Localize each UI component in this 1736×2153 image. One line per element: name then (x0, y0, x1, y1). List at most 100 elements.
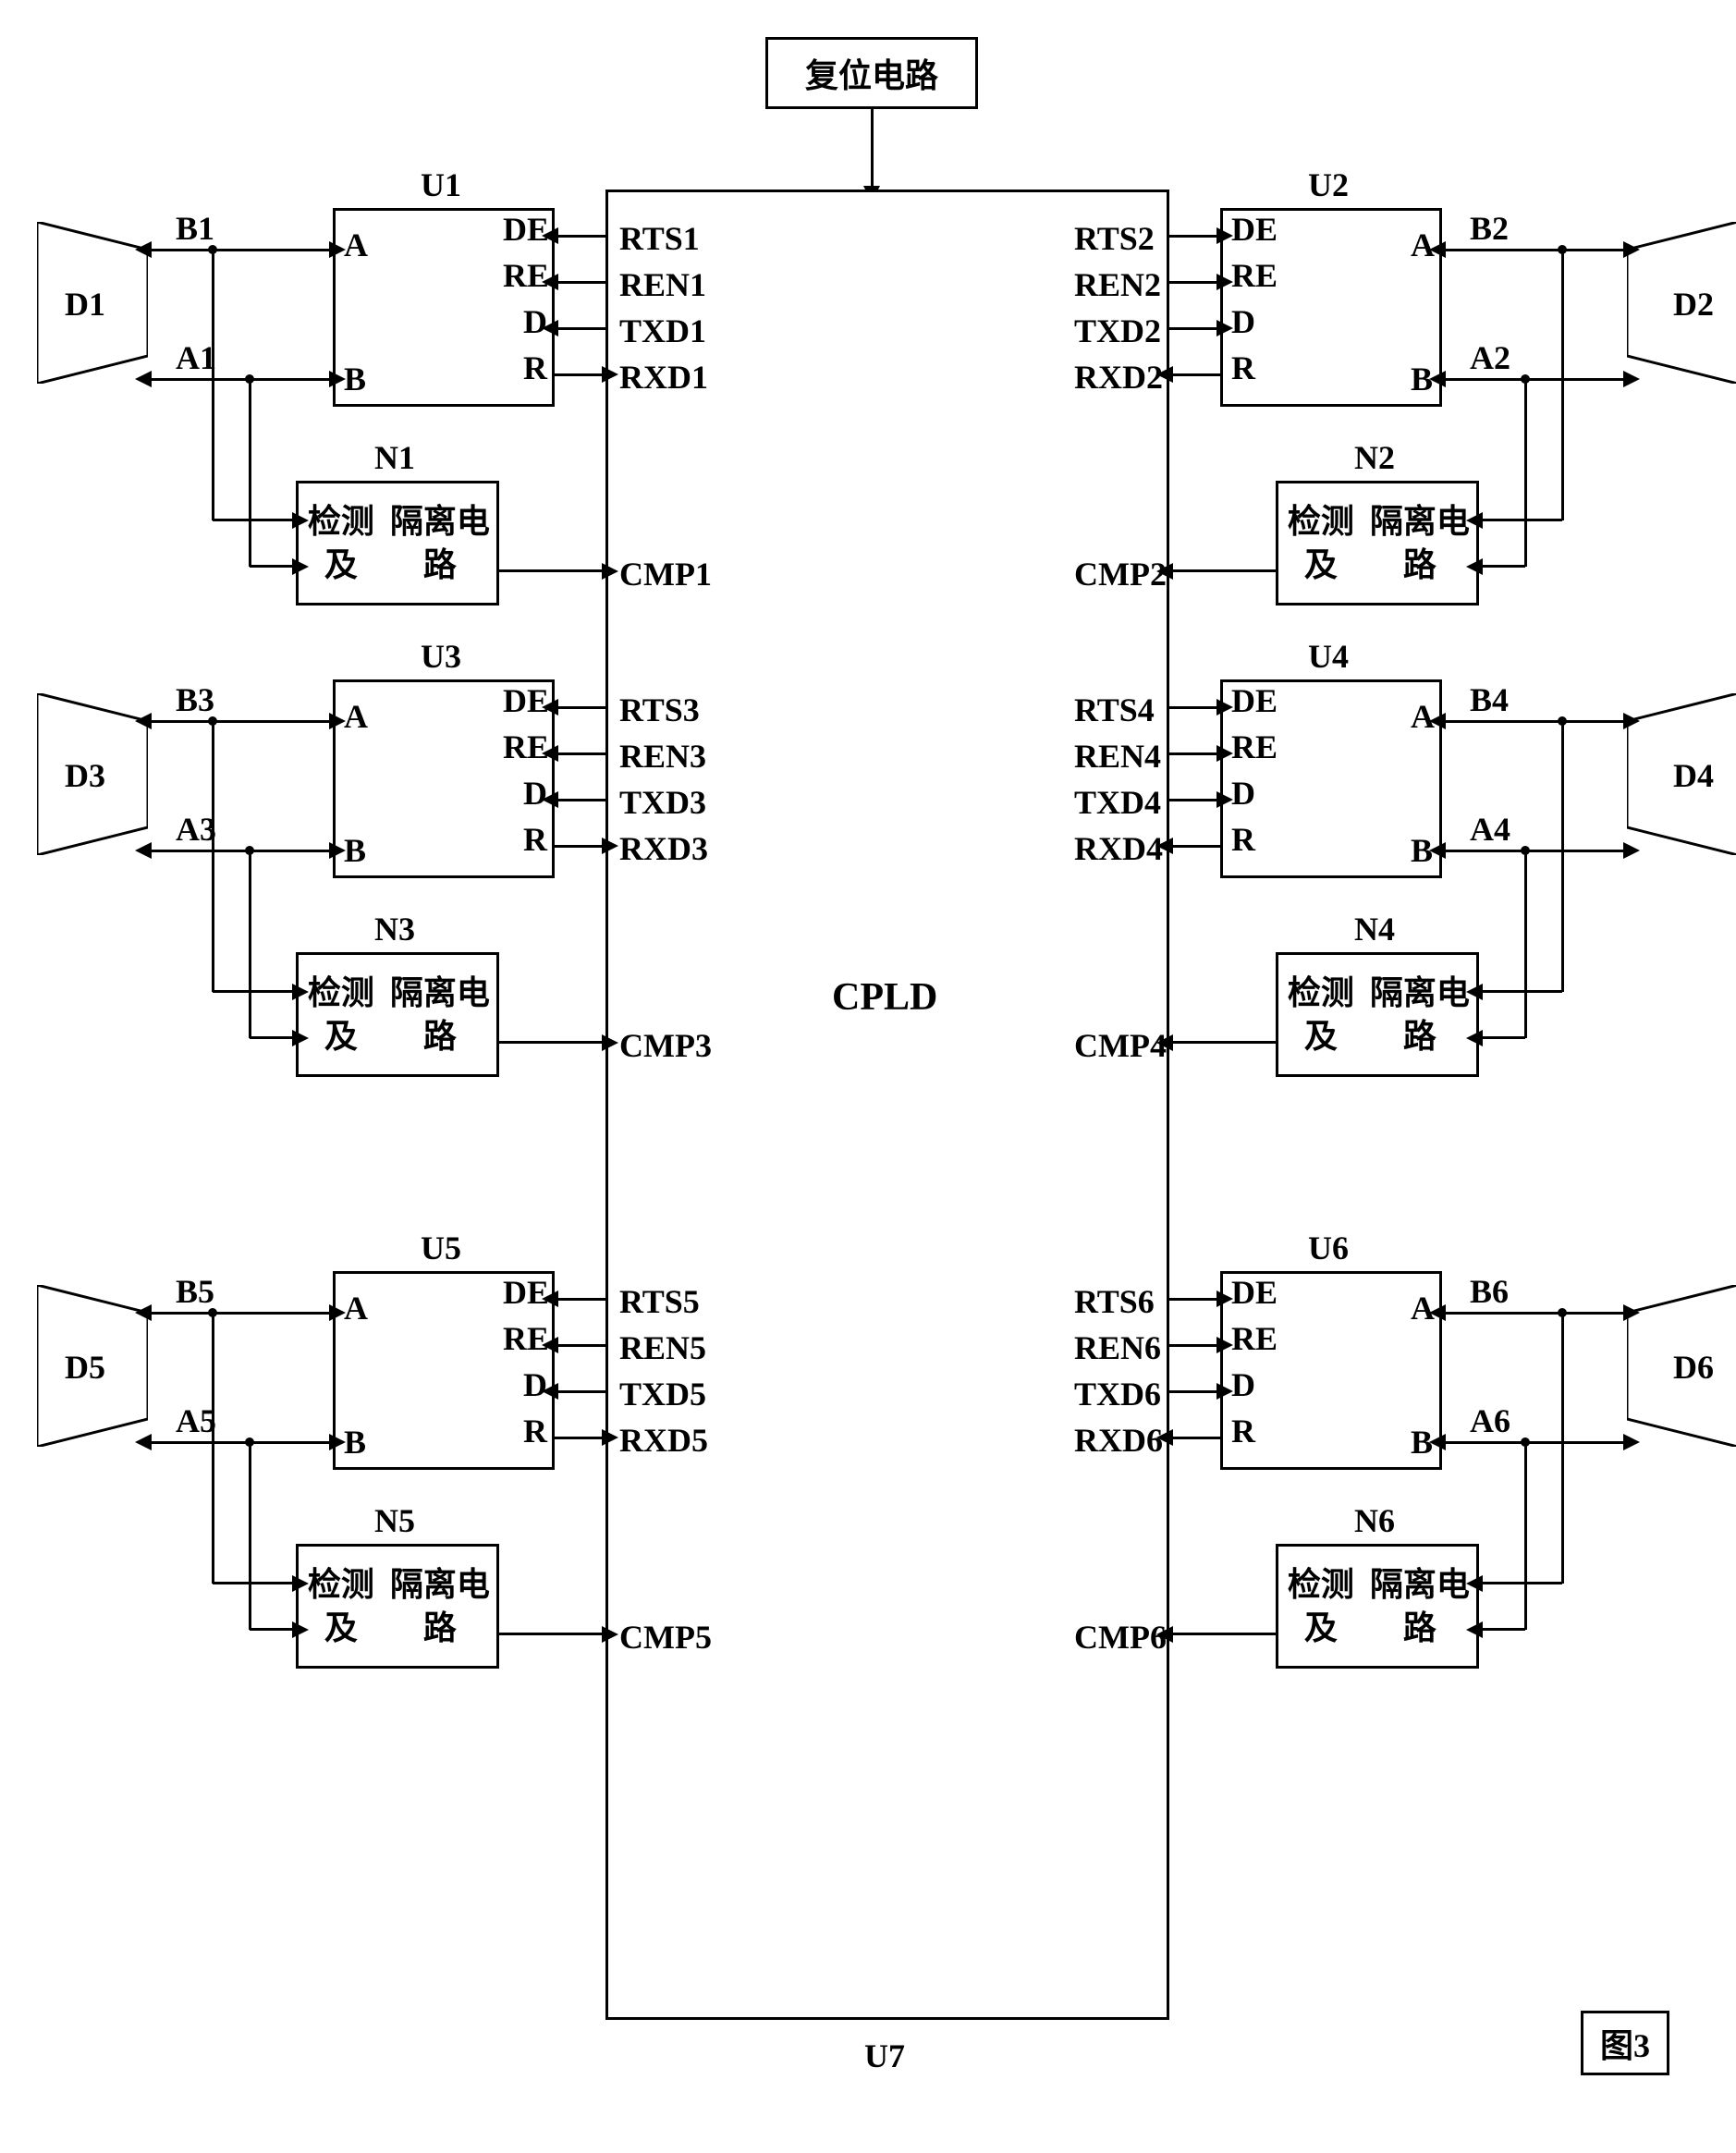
u-ref-6: U6 (1308, 1229, 1349, 1267)
n-ref-4: N4 (1354, 910, 1395, 948)
u4-pin-RE: RE (1231, 728, 1278, 766)
detect-n5: 检测及隔离电路 (296, 1544, 499, 1669)
cpld-pin-RXD3: RXD3 (619, 829, 708, 868)
u3-pin-B: B (344, 831, 366, 870)
detect-n6: 检测及隔离电路 (1276, 1544, 1479, 1669)
cpld-pin-TXD4: TXD4 (1074, 783, 1161, 822)
u-ref-5: U5 (421, 1229, 461, 1267)
b-label-6: B6 (1470, 1272, 1509, 1311)
u2-pin-D: D (1231, 302, 1255, 341)
detect-n1: 检测及隔离电路 (296, 481, 499, 606)
a-label-4: A4 (1470, 810, 1510, 849)
cpld-pin-CMP6: CMP6 (1074, 1618, 1167, 1657)
d-ref-4: D4 (1673, 756, 1714, 795)
u5-pin-R: R (523, 1412, 547, 1450)
u-ref-3: U3 (421, 637, 461, 676)
b-label-4: B4 (1470, 680, 1509, 719)
cpld-pin-REN6: REN6 (1074, 1328, 1161, 1367)
u6-pin-R: R (1231, 1412, 1255, 1450)
u5-pin-RE: RE (503, 1319, 549, 1358)
detect-n4: 检测及隔离电路 (1276, 952, 1479, 1077)
a-label-1: A1 (176, 338, 216, 377)
u-ref-2: U2 (1308, 165, 1349, 204)
a-label-5: A5 (176, 1401, 216, 1440)
cpld-pin-REN1: REN1 (619, 265, 706, 304)
cpld-pin-RTS4: RTS4 (1074, 691, 1155, 729)
u6-pin-RE: RE (1231, 1319, 1278, 1358)
a-label-3: A3 (176, 810, 216, 849)
b-label-5: B5 (176, 1272, 214, 1311)
figure-label: 图3 (1581, 2011, 1669, 2075)
cpld-label: CPLD (832, 975, 937, 1020)
u1-pin-D: D (523, 302, 547, 341)
u4-pin-A: A (1411, 697, 1435, 736)
u4-pin-R: R (1231, 820, 1255, 859)
u3-pin-DE: DE (503, 681, 549, 720)
a-label-2: A2 (1470, 338, 1510, 377)
n-ref-1: N1 (374, 438, 415, 477)
d-ref-2: D2 (1673, 285, 1714, 324)
cpld-pin-RTS1: RTS1 (619, 219, 700, 258)
u5-pin-A: A (344, 1289, 368, 1327)
cpld-ref: U7 (864, 2037, 905, 2075)
cpld-pin-REN2: REN2 (1074, 265, 1161, 304)
n-ref-2: N2 (1354, 438, 1395, 477)
u2-pin-A: A (1411, 226, 1435, 264)
cpld-pin-CMP2: CMP2 (1074, 555, 1167, 593)
cpld-box (605, 190, 1169, 2020)
cpld-pin-TXD1: TXD1 (619, 312, 706, 350)
d-ref-3: D3 (65, 756, 105, 795)
cpld-pin-TXD3: TXD3 (619, 783, 706, 822)
u5-pin-D: D (523, 1365, 547, 1404)
u5-pin-DE: DE (503, 1273, 549, 1312)
u1-pin-RE: RE (503, 256, 549, 295)
u6-pin-B: B (1411, 1423, 1433, 1462)
n-ref-6: N6 (1354, 1501, 1395, 1540)
cpld-pin-CMP1: CMP1 (619, 555, 712, 593)
u6-pin-D: D (1231, 1365, 1255, 1404)
u-ref-4: U4 (1308, 637, 1349, 676)
n-ref-5: N5 (374, 1501, 415, 1540)
cpld-pin-REN3: REN3 (619, 737, 706, 776)
cpld-pin-RTS5: RTS5 (619, 1282, 700, 1321)
b-label-2: B2 (1470, 209, 1509, 248)
u1-pin-DE: DE (503, 210, 549, 249)
cpld-pin-CMP4: CMP4 (1074, 1026, 1167, 1065)
u3-pin-RE: RE (503, 728, 549, 766)
u2-pin-R: R (1231, 349, 1255, 387)
d-ref-5: D5 (65, 1348, 105, 1387)
cpld-pin-CMP5: CMP5 (619, 1618, 712, 1657)
u4-pin-B: B (1411, 831, 1433, 870)
cpld-pin-RTS6: RTS6 (1074, 1282, 1155, 1321)
detect-n2: 检测及隔离电路 (1276, 481, 1479, 606)
cpld-pin-RXD2: RXD2 (1074, 358, 1163, 397)
cpld-pin-REN5: REN5 (619, 1328, 706, 1367)
cpld-pin-RXD6: RXD6 (1074, 1421, 1163, 1460)
u4-pin-D: D (1231, 774, 1255, 813)
u5-pin-B: B (344, 1423, 366, 1462)
cpld-pin-RXD4: RXD4 (1074, 829, 1163, 868)
reset-circuit-box: 复位电路 (765, 37, 978, 109)
u2-pin-DE: DE (1231, 210, 1278, 249)
u3-pin-R: R (523, 820, 547, 859)
b-label-3: B3 (176, 680, 214, 719)
u1-pin-R: R (523, 349, 547, 387)
b-label-1: B1 (176, 209, 214, 248)
u2-pin-B: B (1411, 360, 1433, 398)
cpld-pin-TXD6: TXD6 (1074, 1375, 1161, 1413)
u6-pin-A: A (1411, 1289, 1435, 1327)
d-ref-6: D6 (1673, 1348, 1714, 1387)
cpld-pin-CMP3: CMP3 (619, 1026, 712, 1065)
cpld-pin-RXD5: RXD5 (619, 1421, 708, 1460)
u6-pin-DE: DE (1231, 1273, 1278, 1312)
u1-pin-B: B (344, 360, 366, 398)
u4-pin-DE: DE (1231, 681, 1278, 720)
d-ref-1: D1 (65, 285, 105, 324)
cpld-pin-REN4: REN4 (1074, 737, 1161, 776)
detect-n3: 检测及隔离电路 (296, 952, 499, 1077)
a-label-6: A6 (1470, 1401, 1510, 1440)
n-ref-3: N3 (374, 910, 415, 948)
cpld-pin-TXD5: TXD5 (619, 1375, 706, 1413)
u3-pin-D: D (523, 774, 547, 813)
u3-pin-A: A (344, 697, 368, 736)
